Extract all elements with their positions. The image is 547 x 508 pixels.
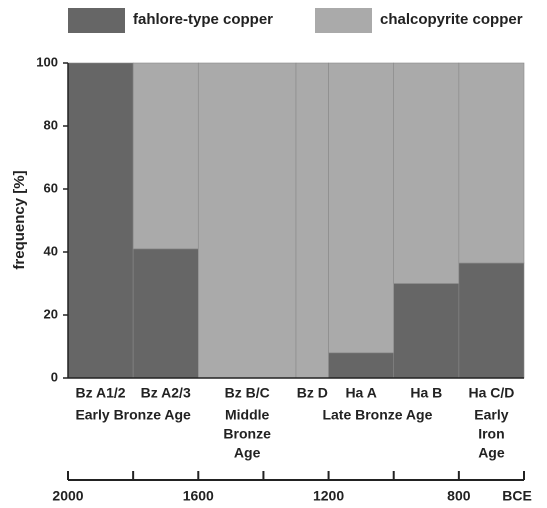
period-label: Middle — [225, 407, 270, 423]
y-tick-label: 40 — [44, 243, 58, 258]
category-label: Ha A — [345, 385, 376, 401]
x-tick-label: 2000 — [52, 488, 83, 504]
category-label: Ha B — [410, 385, 442, 401]
bar-segment — [458, 262, 525, 379]
bar-segment — [295, 62, 329, 379]
y-tick-label: 80 — [44, 117, 58, 132]
y-tick-label: 0 — [51, 369, 58, 384]
bar-segment — [393, 283, 460, 379]
bar-segment — [458, 62, 525, 264]
period-label: Early Bronze Age — [75, 407, 191, 423]
period-label: Early — [474, 407, 508, 423]
bar-segment — [393, 62, 460, 284]
period-label: Iron — [478, 426, 504, 442]
x-tick-label: 800 — [447, 488, 471, 504]
y-tick-label: 100 — [36, 54, 58, 69]
legend-label: chalcopyrite copper — [380, 11, 523, 28]
x-tick-label: 1600 — [183, 488, 214, 504]
category-label: Ha C/D — [468, 385, 514, 401]
bar-segment — [132, 248, 199, 379]
category-label: Bz A2/3 — [141, 385, 191, 401]
bar-segment — [197, 62, 297, 379]
bar-segment — [328, 352, 395, 379]
bar-segment — [132, 62, 199, 250]
x-tick-label: 1200 — [313, 488, 344, 504]
period-label: Bronze — [223, 426, 271, 442]
legend-swatch — [315, 8, 372, 33]
period-label: Age — [234, 445, 261, 461]
bar-segment — [67, 62, 134, 379]
y-axis-label: frequency [%] — [11, 170, 28, 269]
category-label: Bz B/C — [225, 385, 270, 401]
y-tick-label: 20 — [44, 306, 58, 321]
period-label: Late Bronze Age — [322, 407, 432, 423]
y-tick-label: 60 — [44, 180, 58, 195]
x-axis-label: BCE — [502, 488, 532, 504]
legend-label: fahlore-type copper — [133, 11, 273, 28]
category-label: Bz D — [297, 385, 328, 401]
legend-swatch — [68, 8, 125, 33]
category-label: Bz A1/2 — [76, 385, 126, 401]
bar-segment — [328, 62, 395, 354]
period-label: Age — [478, 445, 505, 461]
